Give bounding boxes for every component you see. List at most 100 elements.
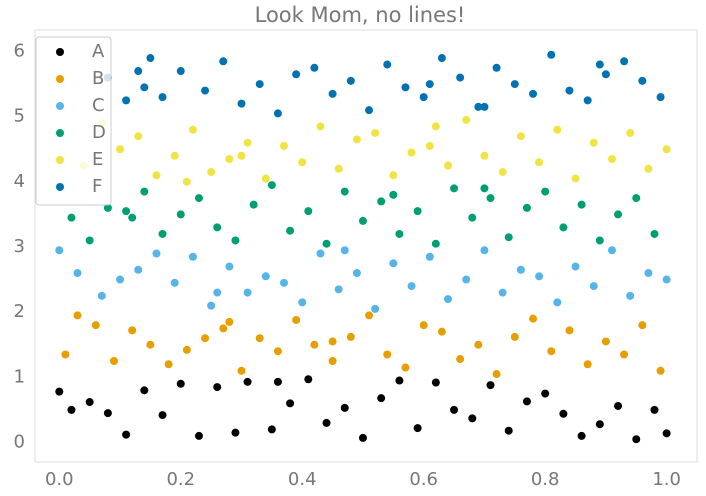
point	[522, 397, 531, 406]
point	[182, 345, 191, 354]
legend-marker	[56, 183, 64, 191]
point	[407, 148, 416, 157]
point	[371, 128, 380, 137]
point	[662, 429, 671, 438]
point	[462, 115, 471, 124]
point	[644, 164, 653, 173]
point	[146, 340, 155, 349]
point	[632, 194, 641, 203]
point	[450, 405, 459, 414]
point	[280, 278, 289, 287]
point	[425, 80, 434, 89]
point	[589, 282, 598, 291]
point	[547, 50, 556, 59]
x-tick-label: 0.4	[288, 469, 317, 490]
legend-marker	[56, 75, 64, 83]
point	[559, 223, 568, 232]
point	[188, 125, 197, 134]
point	[328, 89, 337, 98]
point	[73, 269, 82, 278]
point	[170, 278, 179, 287]
point	[474, 340, 483, 349]
point	[589, 138, 598, 147]
point	[632, 435, 641, 444]
legend-box	[35, 36, 112, 206]
point	[614, 401, 623, 410]
point	[231, 428, 240, 437]
point	[595, 60, 604, 69]
point	[134, 265, 143, 274]
point	[201, 86, 210, 95]
point	[158, 411, 167, 420]
point	[595, 420, 604, 429]
point	[328, 337, 337, 346]
point	[273, 109, 282, 118]
point	[510, 80, 519, 89]
point	[322, 239, 331, 248]
point	[140, 386, 149, 395]
legend-label: D	[92, 122, 106, 143]
point	[292, 70, 301, 79]
point	[595, 236, 604, 245]
point	[395, 376, 404, 385]
chart-title: Look Mom, no lines!	[255, 3, 466, 27]
point	[468, 414, 477, 423]
point	[419, 93, 428, 102]
point	[656, 366, 665, 375]
point	[535, 272, 544, 281]
point	[486, 381, 495, 390]
point	[522, 203, 531, 212]
point	[249, 200, 258, 209]
point	[225, 262, 234, 271]
point	[231, 236, 240, 245]
legend-label: F	[92, 176, 102, 197]
point	[389, 259, 398, 268]
point	[103, 409, 112, 418]
point	[310, 63, 319, 72]
point	[237, 151, 246, 160]
point	[97, 291, 106, 300]
point	[170, 151, 179, 160]
point	[565, 86, 574, 95]
point	[498, 168, 507, 177]
point	[358, 216, 367, 225]
point	[91, 321, 100, 330]
point	[85, 398, 94, 407]
point	[334, 285, 343, 294]
point	[504, 426, 513, 435]
point	[425, 141, 434, 150]
point	[176, 67, 185, 76]
point	[316, 249, 325, 258]
point	[365, 106, 374, 115]
point	[352, 135, 361, 144]
point	[103, 203, 112, 212]
point	[182, 177, 191, 186]
point	[553, 298, 562, 307]
point	[474, 102, 483, 111]
point	[310, 340, 319, 349]
y-tick-label: 6	[14, 41, 25, 62]
point	[644, 269, 653, 278]
point	[207, 168, 216, 177]
point	[243, 138, 252, 147]
point	[626, 128, 635, 137]
point	[626, 291, 635, 300]
point	[638, 76, 647, 85]
point	[67, 405, 76, 414]
point	[134, 132, 143, 141]
point	[419, 321, 428, 330]
point	[55, 387, 64, 396]
point	[529, 89, 538, 98]
point	[504, 233, 513, 242]
point	[213, 288, 222, 297]
point	[559, 409, 568, 418]
point	[395, 229, 404, 238]
point	[535, 158, 544, 167]
point	[492, 63, 501, 72]
legend-marker	[56, 156, 64, 164]
y-tick-label: 3	[14, 236, 25, 257]
point	[158, 229, 167, 238]
y-tick-label: 5	[14, 106, 25, 127]
point	[340, 187, 349, 196]
point	[565, 326, 574, 335]
